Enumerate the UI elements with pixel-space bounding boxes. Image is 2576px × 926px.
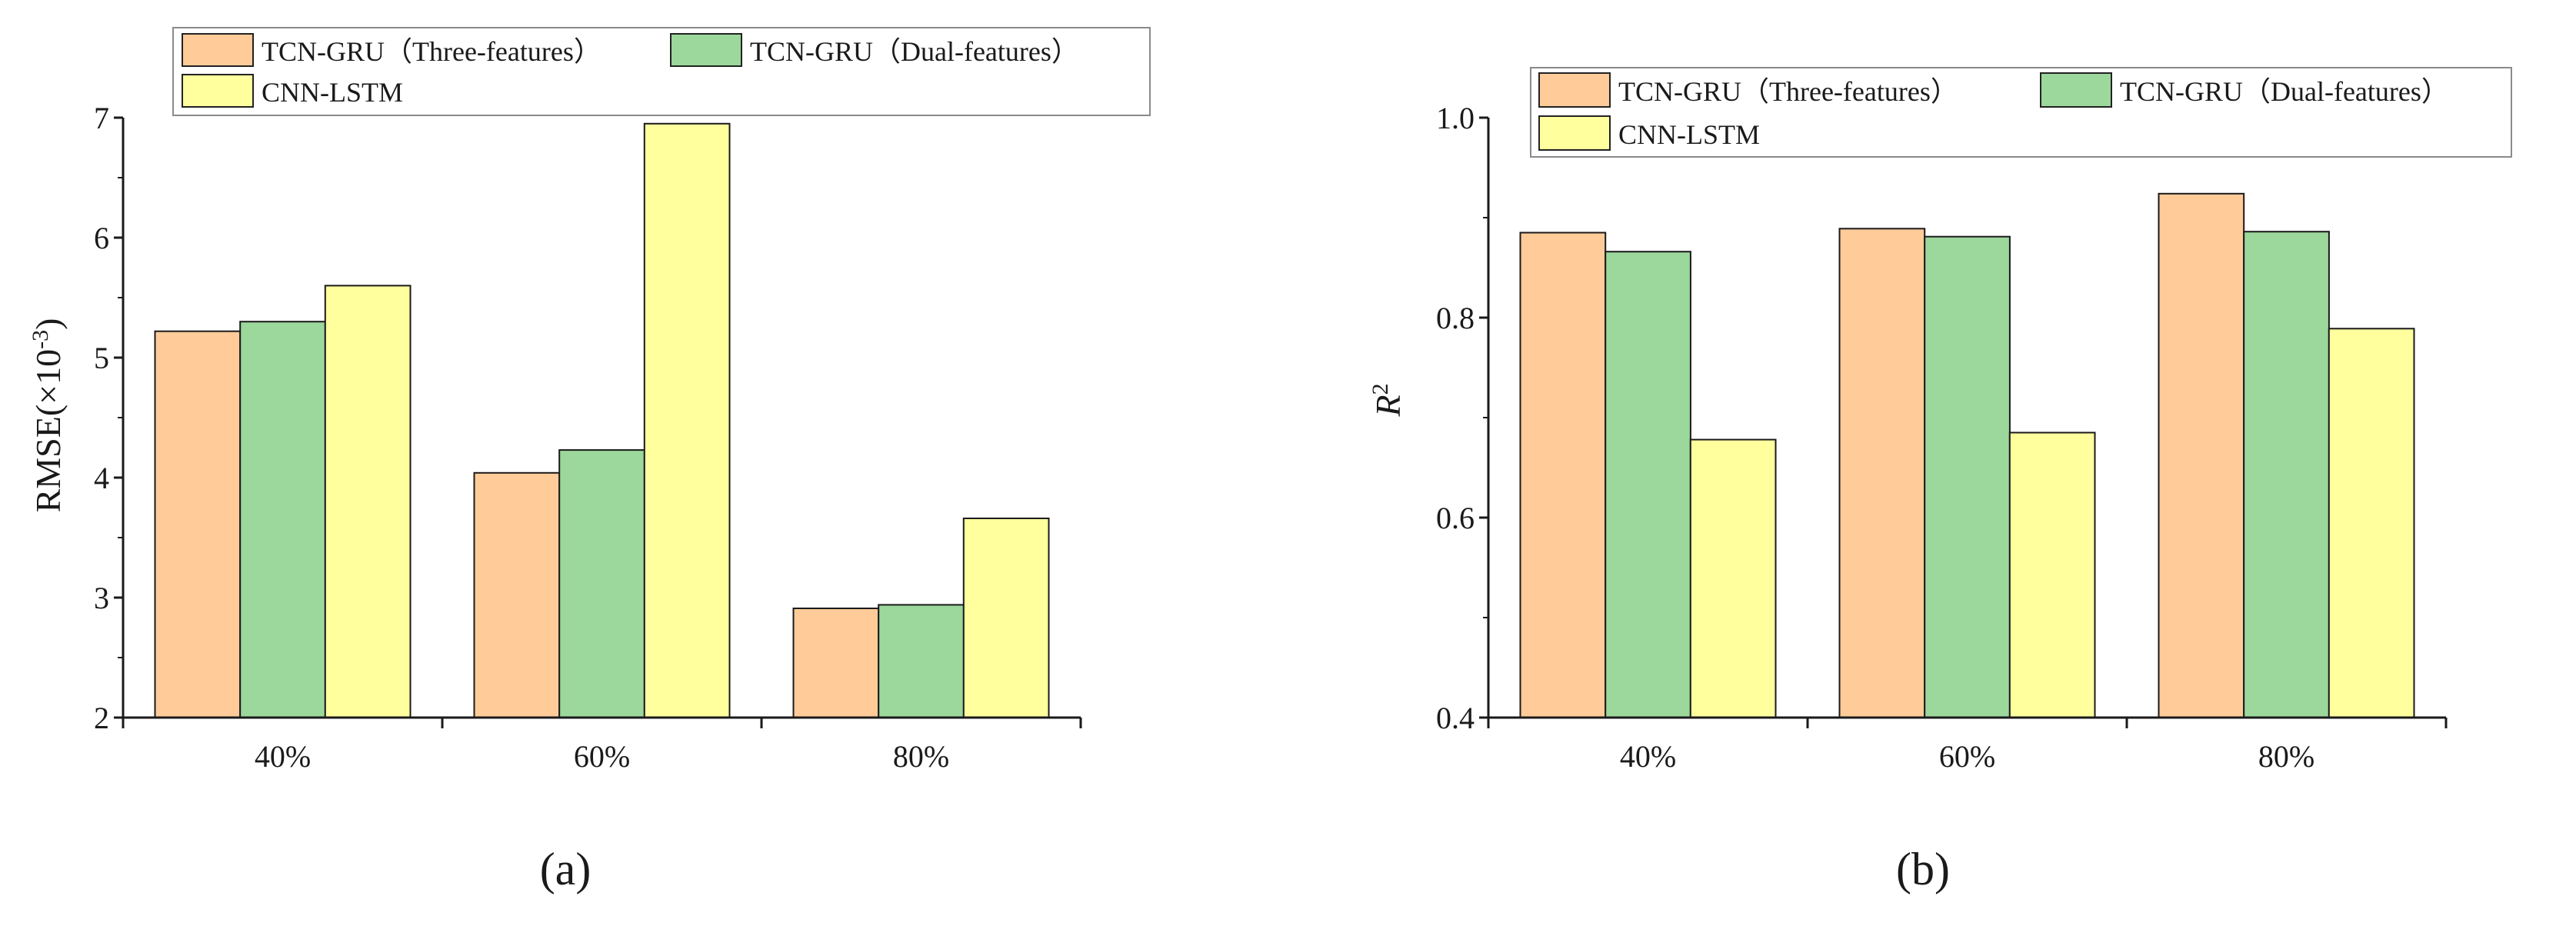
panel-a-bar-dual-80pct — [878, 604, 965, 719]
panel-b-y-tick-label: 0.8 — [1436, 301, 1475, 335]
panel-b-label: (b) — [1896, 844, 1950, 894]
panel-a-legend-swatch-cnn — [182, 74, 254, 108]
panel-a-y-tick-label: 5 — [94, 341, 109, 375]
panel-b-legend-frame — [1530, 67, 2512, 158]
panel-a-legend-swatch-three — [182, 33, 254, 67]
panel-a-bar-cnn-80pct — [962, 518, 1050, 718]
panel-a-bar-three-40pct — [154, 330, 242, 718]
panel-b-bar-dual-80pct — [2243, 231, 2330, 718]
panel-a-legend-frame — [172, 27, 1151, 116]
panel-a-bar-dual-60pct — [558, 449, 645, 718]
panel-b-y-ticks: 0.4 0.6 0.8 1.0 — [1436, 101, 1488, 735]
panel-a-legend-label-three: TCN-GRU（Three-features） — [262, 36, 602, 67]
panel-b-bar-three-60pct — [1838, 228, 1926, 718]
panel-b-legend-label-cnn: CNN-LSTM — [1618, 119, 1760, 150]
panel-a-rmse-chart: 2 3 4 5 6 7 40% 60% 80% RMSE(×10-3) TCN-GRU（Thr… — [28, 27, 1151, 894]
panel-a-y-axis-title-close: ) — [28, 318, 68, 330]
panel-a-y-axis-title: RMSE(×10-3) — [28, 318, 68, 513]
panel-a-bar-dual-40pct — [239, 321, 326, 718]
panel-b-legend-swatch-dual — [2040, 72, 2112, 108]
panel-b-x-tick-label: 60% — [1939, 739, 1995, 774]
panel-b-legend-swatch-three — [1538, 72, 1611, 108]
panel-a-label: (a) — [540, 844, 592, 894]
panel-b-bar-dual-60pct — [1924, 235, 2011, 718]
panel-a-y-tick-label: 4 — [94, 461, 109, 495]
panel-a-bar-cnn-60pct — [643, 122, 731, 719]
panel-b-bars — [1519, 192, 2415, 719]
panel-b-y-tick-label: 0.4 — [1436, 701, 1475, 735]
panel-b-y-axis-title-main: R — [1368, 395, 1408, 417]
panel-b-bar-cnn-40pct — [1689, 438, 1777, 718]
panel-a-legend-label-cnn: CNN-LSTM — [262, 77, 403, 108]
panel-a-x-ticks: 40% 60% 80% — [122, 718, 1082, 774]
panel-a-y-tick-label: 7 — [94, 101, 109, 135]
panel-b-x-tick-label: 40% — [1620, 739, 1676, 774]
panel-a-y-axis-title-main: RMSE(×10 — [28, 349, 68, 513]
panel-b-legend-swatch-cnn — [1538, 115, 1611, 151]
panel-a-x-tick-label: 60% — [574, 739, 630, 774]
panel-a-y-tick-label: 2 — [94, 701, 109, 735]
panel-a-bar-three-60pct — [473, 471, 561, 718]
panel-b-x-tick-label: 80% — [2258, 739, 2314, 774]
panel-a-y-tick-label: 6 — [94, 221, 109, 255]
panel-b-legend-label-three: TCN-GRU（Three-features） — [1618, 76, 1958, 107]
panel-a-legend-label-dual: TCN-GRU（Dual-features） — [750, 36, 1079, 67]
panel-b-bar-dual-40pct — [1605, 251, 1691, 718]
panel-b-y-tick-label: 1.0 — [1436, 101, 1475, 135]
panel-b-y-tick-label: 0.6 — [1436, 501, 1475, 535]
panel-b-r2-chart: 0.4 0.6 0.8 1.0 40% 60% 80% R2 TCN-GRU（Three-… — [1368, 67, 2512, 894]
panel-b-bar-three-40pct — [1519, 232, 1607, 718]
panel-b-y-axis-title-exponent: 2 — [1368, 383, 1393, 395]
panel-a-x-tick-label: 40% — [255, 739, 311, 774]
panel-b-legend-label-dual: TCN-GRU（Dual-features） — [2120, 76, 2449, 107]
panel-a-y-tick-label: 3 — [94, 581, 109, 615]
panel-b-legend: TCN-GRU（Three-features） TCN-GRU（Dual-fea… — [1530, 67, 2512, 158]
panel-a-legend-swatch-dual — [670, 33, 742, 67]
panel-a-bar-cnn-40pct — [324, 285, 412, 718]
panel-a-bar-three-80pct — [792, 608, 880, 718]
panel-a-y-axis-title-exponent: -3 — [28, 330, 53, 349]
panel-a-bars — [154, 122, 1050, 719]
panel-b-x-ticks: 40% 60% 80% — [1487, 718, 2448, 774]
panel-a-x-tick-label: 80% — [893, 739, 949, 774]
panel-a-legend: TCN-GRU（Three-features） TCN-GRU（Dual-fea… — [172, 27, 1151, 116]
panel-a-y-ticks: 2 3 4 5 6 7 — [94, 101, 123, 735]
panel-b-bar-three-80pct — [2158, 192, 2245, 719]
panel-b-bar-cnn-80pct — [2328, 328, 2415, 718]
panel-b-y-axis-title: R2 — [1368, 383, 1408, 417]
panel-b-bar-cnn-60pct — [2008, 431, 2096, 718]
